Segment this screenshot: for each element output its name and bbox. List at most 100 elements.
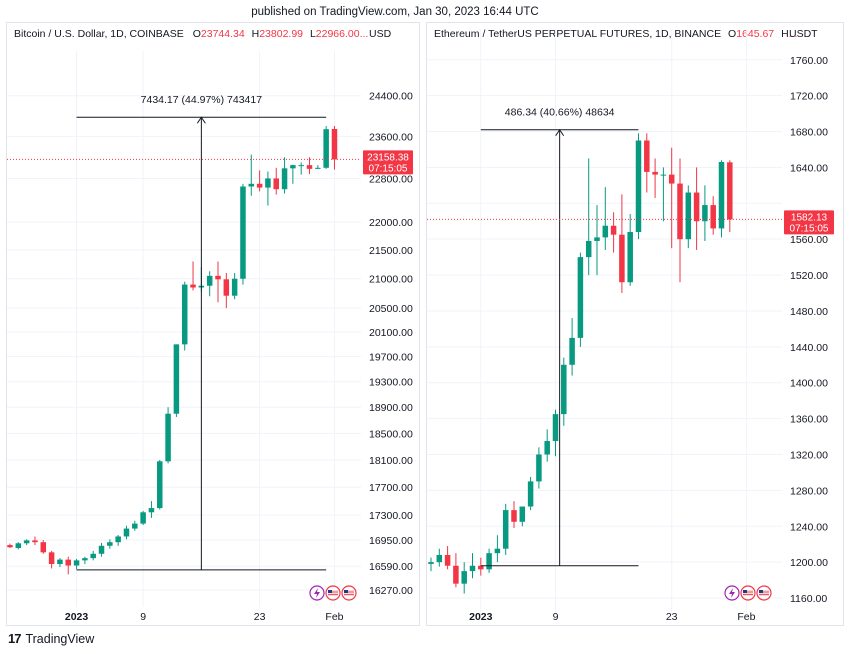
y-axis-tick-label: 1360.00: [790, 414, 828, 426]
candle-body: [527, 481, 534, 507]
y-axis-tick-label: 20500.00: [369, 303, 413, 315]
candle-body: [677, 183, 683, 240]
candle-body: [206, 275, 213, 286]
y-axis-tick-label: 19700.00: [369, 352, 413, 364]
candle-body: [627, 232, 633, 283]
candle-body: [660, 174, 667, 176]
candle-body: [727, 162, 733, 220]
lightning-icon: [729, 588, 735, 598]
current-price-label: 23158.38: [367, 152, 409, 163]
candle-body: [7, 545, 13, 548]
y-axis-tick-label: 18100.00: [369, 455, 413, 467]
currency-unit: USD: [369, 28, 392, 40]
candle-body: [585, 240, 592, 258]
y-axis-tick-label: 22000.00: [369, 217, 413, 229]
lightning-icon: [314, 588, 320, 598]
y-axis-tick-label: 17300.00: [369, 510, 413, 522]
y-axis-tick-label: 16270.00: [369, 585, 413, 597]
candle-body: [552, 414, 559, 442]
candle-body: [469, 565, 476, 572]
y-axis-tick-label: 1280.00: [790, 485, 828, 497]
current-price-label: 1582.13: [791, 212, 828, 223]
candle-body: [331, 128, 338, 160]
candle-body: [594, 237, 600, 241]
candle-body: [173, 344, 180, 414]
us-flag-icon: [344, 590, 348, 593]
y-axis-tick-label: 1560.00: [790, 234, 828, 246]
y-axis-tick-label: 1760.00: [790, 55, 828, 67]
published-caption: published on TradingView.com, Jan 30, 20…: [251, 6, 539, 18]
x-axis-tick-label: 2023: [469, 611, 493, 623]
candle-body: [115, 536, 121, 543]
x-axis-tick-label: 23: [666, 611, 678, 623]
candle-body: [15, 543, 22, 548]
us-flag-icon: [743, 590, 753, 596]
candle-body: [181, 284, 188, 345]
eth-candlestick-chart[interactable]: 486.34 (40.66%) 48634 1760.00 1720.00 1680.…: [427, 23, 843, 625]
y-axis-tick-label: 1200.00: [790, 557, 828, 569]
candle-body: [668, 174, 675, 184]
measure-arrow-icon: [555, 128, 565, 137]
y-axis-tick-label: 1720.00: [790, 91, 828, 103]
candle-body: [494, 548, 501, 554]
candle-body: [644, 140, 650, 172]
candle-body: [256, 183, 263, 188]
candle-body: [57, 559, 63, 565]
x-axis-tick-label: 9: [140, 611, 146, 623]
candle-body: [519, 506, 526, 522]
candle-body: [157, 461, 163, 509]
btc-chart-panel[interactable]: Bitcoin / U.S. Dollar, 1D, COINBASE O237…: [6, 22, 420, 626]
candle-body: [323, 129, 329, 168]
x-axis-tick-label: 9: [553, 611, 559, 623]
candle-body: [290, 165, 296, 169]
candle-body: [315, 167, 321, 169]
currency-unit: USDT: [789, 28, 818, 40]
candle-body: [215, 275, 221, 280]
y-axis-tick-label: 1680.00: [790, 127, 828, 139]
candle-body: [561, 364, 567, 415]
candle-body: [718, 162, 725, 229]
chart-title: Bitcoin / U.S. Dollar, 1D, COINBASE O237…: [14, 28, 369, 40]
footer-brand[interactable]: 17 TradingView: [8, 631, 94, 646]
us-flag-icon: [344, 590, 354, 596]
candle-body: [265, 178, 271, 188]
candle-body: [702, 205, 708, 222]
candle-body: [40, 542, 47, 553]
candle-body: [281, 168, 288, 190]
candle-body: [65, 559, 71, 566]
x-axis-tick-label: 2023: [65, 611, 89, 623]
btc-candlestick-chart[interactable]: 7434.17 (44.97%) 743417 24400.00 23600.00 2…: [7, 23, 419, 625]
candle-body: [635, 140, 642, 233]
candle-body: [231, 278, 238, 296]
candle-body: [478, 565, 484, 570]
candle-body: [511, 510, 517, 522]
candle-body: [48, 552, 55, 565]
y-axis-tick-label: 1320.00: [790, 449, 828, 461]
candle-body: [436, 554, 443, 563]
chart-title: Ethereum / TetherUS PERPETUAL FUTURES, 1…: [434, 28, 798, 40]
candle-body: [710, 205, 716, 229]
candle-body: [90, 553, 96, 559]
candle-body: [685, 192, 692, 240]
y-axis-tick-label: 16590.00: [369, 561, 413, 573]
eth-chart-panel[interactable]: Ethereum / TetherUS PERPETUAL FUTURES, 1…: [426, 22, 844, 626]
us-flag-icon: [328, 590, 338, 596]
y-axis-tick-label: 16950.00: [369, 535, 413, 547]
tradingview-logo-icon: 17: [8, 631, 22, 646]
x-axis-tick-label: Feb: [737, 611, 755, 623]
y-axis-tick-label: 1160.00: [790, 593, 827, 605]
candle-body: [536, 454, 542, 482]
y-axis-tick-label: 21500.00: [369, 245, 413, 257]
countdown-label: 07:15:05: [790, 223, 829, 234]
current-price-tag: [784, 210, 834, 235]
candle-body: [132, 523, 138, 529]
y-axis-tick-label: 23600.00: [369, 131, 413, 143]
candle-body: [273, 178, 279, 190]
candle-body: [486, 553, 492, 570]
candle-body: [652, 171, 658, 175]
candle-body: [140, 512, 146, 524]
candle-body: [107, 542, 113, 546]
y-axis-tick-label: 20100.00: [369, 327, 413, 339]
us-flag-icon: [328, 590, 332, 593]
candle-body: [248, 183, 255, 187]
